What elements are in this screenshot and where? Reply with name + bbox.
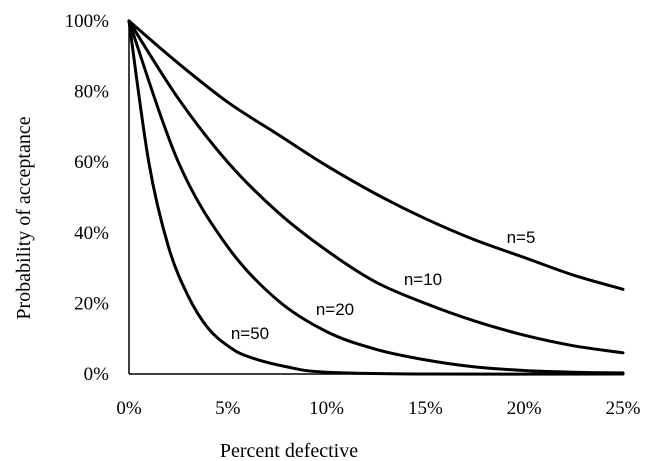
- x-tick-label: 10%: [309, 398, 344, 419]
- x-tick-labels: 0% 5% 10% 15% 20% 25%: [116, 398, 640, 419]
- curve-label-n5: n=5: [507, 228, 536, 247]
- curve-n10: [127, 19, 625, 355]
- x-tick-label: 25%: [606, 398, 641, 419]
- x-tick-label: 5%: [215, 398, 241, 419]
- curve-n5: [127, 19, 625, 291]
- curve-label-n20: n=20: [316, 300, 354, 319]
- y-tick-label: 0%: [84, 364, 110, 385]
- curves: [127, 19, 625, 376]
- y-tick-label: 100%: [65, 11, 110, 32]
- y-tick-label: 20%: [74, 293, 109, 314]
- x-tick-label: 20%: [507, 398, 542, 419]
- y-tick-labels: 0% 20% 40% 60% 80% 100%: [65, 11, 110, 385]
- curve-labels: n=5 n=10 n=20 n=50: [231, 228, 536, 343]
- curve-label-n10: n=10: [404, 270, 442, 289]
- x-tick-label: 0%: [116, 398, 142, 419]
- curve-n50: [127, 19, 625, 376]
- curve-n20: [127, 19, 625, 375]
- y-tick-label: 80%: [74, 82, 109, 103]
- y-tick-label: 40%: [74, 223, 109, 244]
- x-tick-label: 15%: [408, 398, 443, 419]
- y-tick-label: 60%: [74, 152, 109, 173]
- x-axis-title: Percent defective: [220, 440, 358, 461]
- y-axis-title: Probability of acceptance: [13, 116, 35, 319]
- curve-label-n50: n=50: [231, 324, 269, 343]
